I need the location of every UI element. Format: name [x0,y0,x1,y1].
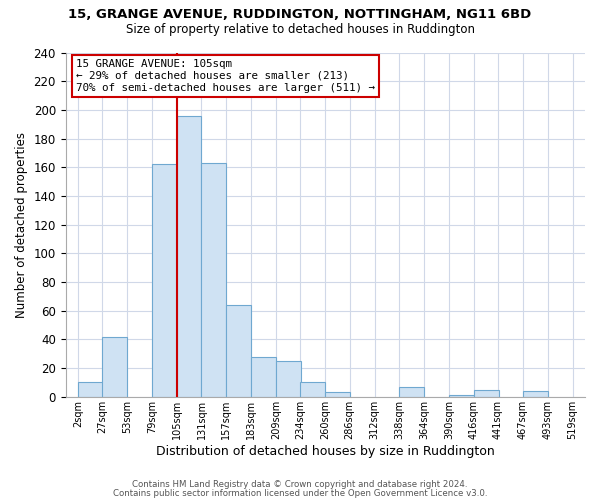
Bar [474,390,499,397]
Bar [102,336,127,397]
Bar [449,396,474,397]
Text: Contains HM Land Registry data © Crown copyright and database right 2024.: Contains HM Land Registry data © Crown c… [132,480,468,489]
Bar [202,163,226,397]
Text: 15, GRANGE AVENUE, RUDDINGTON, NOTTINGHAM, NG11 6BD: 15, GRANGE AVENUE, RUDDINGTON, NOTTINGHA… [68,8,532,20]
Text: Contains public sector information licensed under the Open Government Licence v3: Contains public sector information licen… [113,488,487,498]
Text: Size of property relative to detached houses in Ruddington: Size of property relative to detached ho… [125,22,475,36]
Y-axis label: Number of detached properties: Number of detached properties [15,132,28,318]
Bar [176,116,202,397]
Bar [78,382,103,397]
Bar [226,305,251,397]
Text: 15 GRANGE AVENUE: 105sqm
← 29% of detached houses are smaller (213)
70% of semi-: 15 GRANGE AVENUE: 105sqm ← 29% of detach… [76,60,375,92]
Bar [300,382,325,397]
Bar [523,391,548,397]
X-axis label: Distribution of detached houses by size in Ruddington: Distribution of detached houses by size … [156,444,495,458]
Bar [152,164,176,397]
Bar [276,361,301,397]
Bar [251,356,276,397]
Bar [325,392,350,397]
Bar [400,386,424,397]
